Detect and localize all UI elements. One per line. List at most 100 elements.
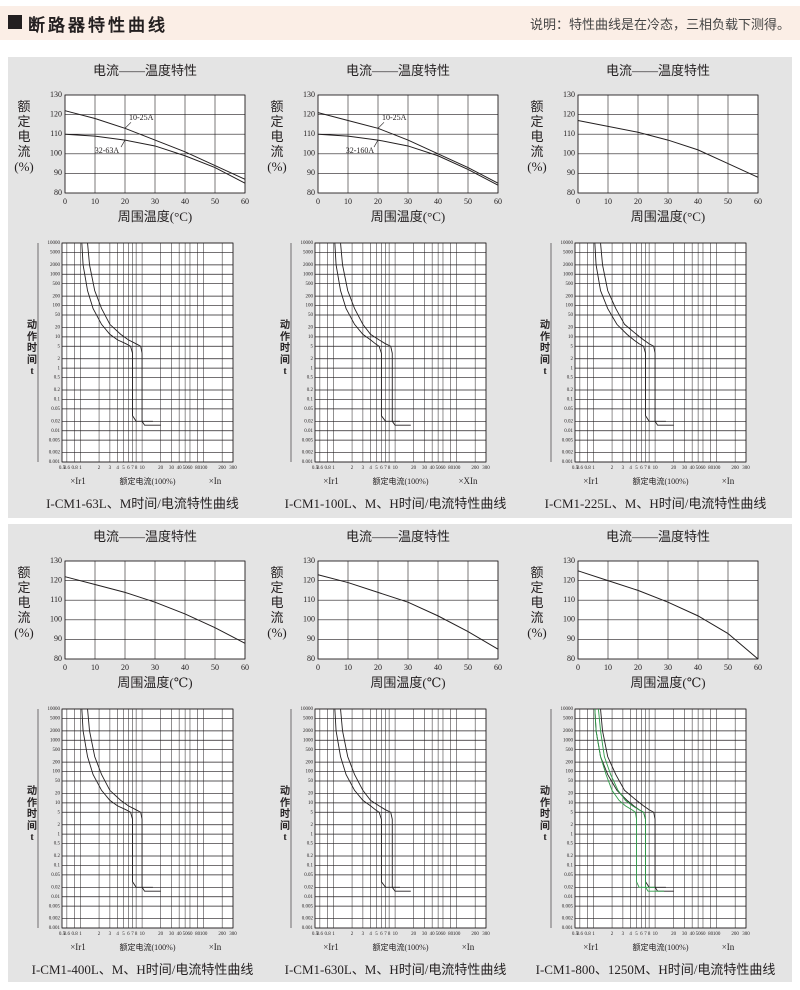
x-tick-label: 10: [604, 663, 612, 672]
y-axis-label: 动作时间t: [280, 786, 290, 843]
series-line: [81, 242, 153, 422]
y-tick-label: 0.1: [567, 864, 574, 869]
y-tick-label: 1: [58, 832, 61, 837]
x-tick-label: 60: [241, 663, 249, 672]
y-tick-label: 100: [563, 149, 575, 158]
y-tick-label: 20: [55, 792, 61, 797]
x-tick-label: 10: [91, 663, 99, 672]
x-axis-label: 额定电流(100%): [373, 942, 429, 952]
y-tick-label: 0.005: [302, 904, 314, 909]
y-tick-label: 50: [55, 779, 61, 784]
x-axis-label: 额定电流(100%): [373, 476, 429, 486]
y-tick-label: 0.005: [49, 438, 61, 443]
y-tick-label: 1: [58, 366, 61, 371]
y-tick-label: 0.001: [562, 926, 574, 931]
chart-title: 电流——温度特性: [606, 529, 710, 544]
y-tick-label: 0.5: [307, 376, 314, 381]
x-tick-label: 40: [430, 932, 436, 937]
y-tick-label: 10: [55, 335, 61, 340]
y-tick-label: 80: [307, 188, 315, 197]
x-tick-label: 0: [63, 663, 67, 672]
chart-title: 电流——温度特性: [606, 63, 710, 78]
y-tick-label: 5: [571, 810, 574, 815]
y-tick-label: 120: [50, 575, 62, 584]
x-tick-label: 10: [653, 466, 659, 471]
y-tick-label: 100: [50, 615, 62, 624]
x-axis-label: 周围温度(℃): [370, 675, 445, 690]
y-tick-label: 5: [571, 344, 574, 349]
y-tick-label: 100: [50, 149, 62, 158]
y-tick-label: 120: [303, 109, 315, 118]
y-tick-label: 0.002: [562, 917, 574, 922]
chart-caption: I-CM1-630L、M、H时间/电流特性曲线: [285, 962, 507, 977]
x-tick-label: 50: [211, 663, 219, 672]
series-annotation: 32-63A: [95, 146, 120, 155]
x-axis-label: 额定电流(100%): [120, 942, 176, 952]
x-tick-label: 60: [700, 932, 706, 937]
y-axis-label: 动作时间t: [540, 320, 550, 377]
series-annotation: 10-25A: [382, 113, 407, 122]
x-tick-label: 50: [724, 197, 732, 206]
x-tick-label: 100: [200, 932, 208, 937]
y-tick-label: 10000: [561, 241, 574, 246]
plot-area: [574, 708, 747, 929]
y-tick-label: 0.002: [302, 917, 314, 922]
x-tick-label: 300: [482, 932, 490, 937]
plot-area: [314, 708, 487, 929]
series-line: [317, 112, 499, 184]
x-tick-label: 300: [482, 466, 490, 471]
x-tick-label: 40: [690, 466, 696, 471]
y-tick-label: 1000: [563, 272, 574, 277]
x-tick-label: 20: [158, 932, 164, 937]
header-title: 断路器特性曲线: [28, 16, 168, 35]
x-tick-label: 0.8: [71, 466, 78, 471]
series-line: [317, 133, 499, 186]
x-tick-label: 4: [369, 466, 372, 471]
x-tick-label: 0: [576, 663, 580, 672]
x-axis-label-left: ×Ir1: [583, 942, 599, 952]
annotation-leader: [124, 122, 132, 129]
y-tick-label: 5: [311, 344, 314, 349]
x-tick-label: 300: [742, 932, 750, 937]
x-axis-label: 额定电流(100%): [633, 476, 689, 486]
x-tick-label: 40: [694, 197, 702, 206]
x-tick-label: 6: [640, 466, 643, 471]
series-line: [597, 708, 665, 892]
x-axis-label: 周围温度(℃): [117, 675, 192, 690]
x-axis-label: 额定电流(100%): [120, 476, 176, 486]
y-tick-label: 2: [571, 357, 574, 362]
y-tick-label: 5000: [50, 251, 61, 256]
x-tick-label: 2: [611, 932, 614, 937]
y-tick-label: 200: [306, 760, 314, 765]
y-tick-label: 2000: [50, 729, 61, 734]
y-tick-label: 0.5: [567, 376, 574, 381]
y-tick-label: 110: [563, 129, 575, 138]
chart-caption: I-CM1-800、1250M、H时间/电流特性曲线: [536, 962, 776, 977]
chart-title: 电流——温度特性: [346, 63, 450, 78]
y-axis-label: 动作时间t: [280, 320, 290, 377]
y-tick-label: 0.001: [302, 926, 314, 931]
x-axis-label: 周围温度(°C): [118, 209, 193, 224]
y-tick-label: 5000: [563, 717, 574, 722]
y-axis-label: 额定电流(%): [527, 99, 547, 174]
x-tick-label: 0.6: [317, 466, 324, 471]
y-tick-label: 20: [568, 792, 574, 797]
x-tick-label: 1: [79, 466, 82, 471]
x-tick-label: 30: [422, 466, 428, 471]
x-tick-label: 20: [374, 197, 382, 206]
y-tick-label: 50: [308, 313, 314, 318]
y-tick-label: 1: [311, 366, 314, 371]
x-tick-label: 0.5: [572, 932, 579, 937]
x-tick-label: 20: [121, 197, 129, 206]
y-tick-label: 0.05: [304, 873, 313, 878]
series-line: [577, 119, 759, 178]
y-tick-label: 1: [311, 832, 314, 837]
x-tick-label: 80: [195, 466, 201, 471]
x-tick-label: 60: [440, 466, 446, 471]
x-tick-label: 6: [127, 466, 130, 471]
y-tick-label: 0.01: [51, 895, 60, 900]
x-tick-label: 20: [411, 932, 417, 937]
x-tick-label: 7: [384, 466, 387, 471]
x-tick-label: 40: [430, 466, 436, 471]
x-tick-label: 40: [690, 932, 696, 937]
